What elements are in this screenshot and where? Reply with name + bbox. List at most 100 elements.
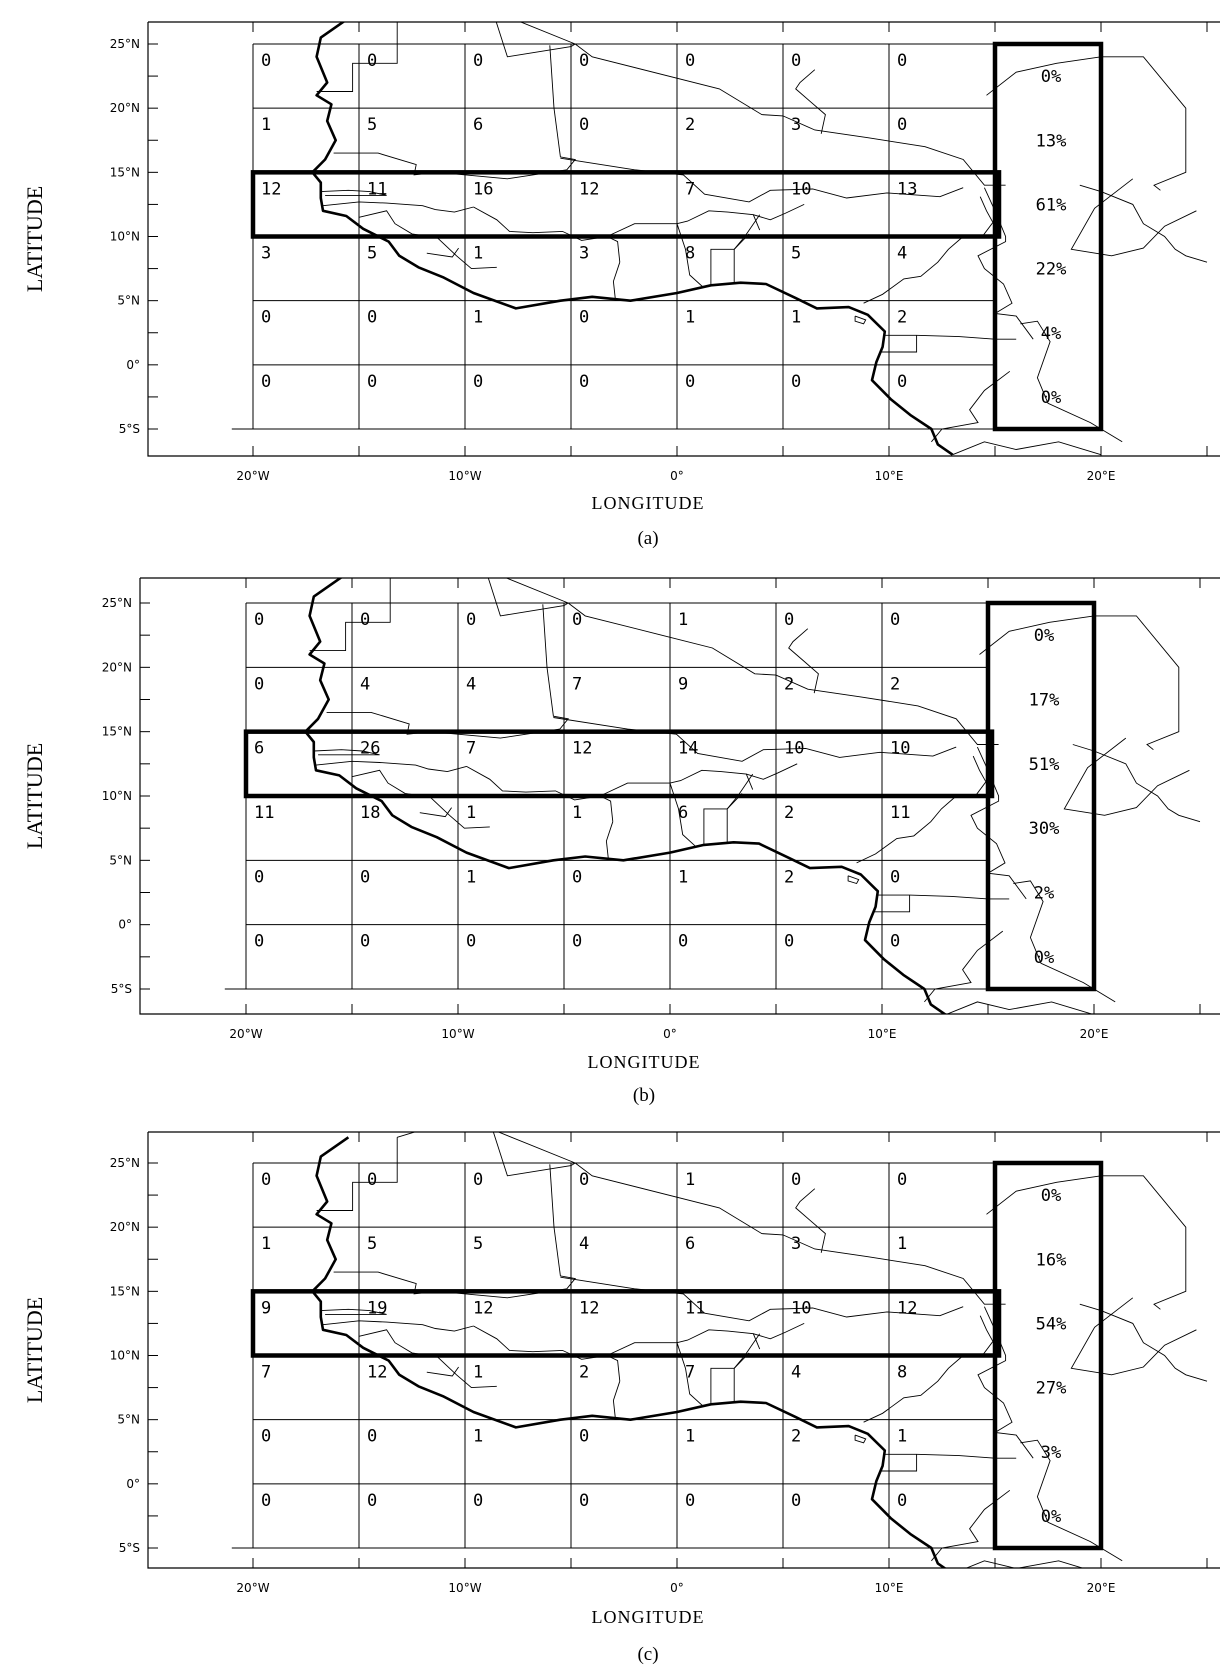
country-border [333,1271,567,1299]
grid-cell-count: 0 [897,51,907,71]
grid-cell-count: 9 [678,674,688,694]
country-border [599,769,754,797]
grid-cell-count: 0 [890,610,900,630]
country-border [753,203,805,221]
country-border [466,766,614,822]
lon-tick-label: 10°E [875,469,904,483]
country-border [1070,178,1197,257]
row-percent: 0% [1034,626,1054,646]
lat-tick-label: 10°N [110,230,140,244]
grid-cell-count: 0 [261,308,271,328]
geography [311,22,1208,456]
row-percent: 4% [1041,324,1061,344]
panel-caption: (c) [637,1644,658,1665]
country-border [1020,1439,1123,1562]
grid-cell-count: 2 [685,115,695,135]
country-border [612,1381,621,1420]
country-border [505,578,569,604]
grid-cell-count: 12 [579,179,599,199]
country-border [487,578,569,617]
grid-cell-count: 0 [897,1170,907,1190]
country-border [733,1352,750,1402]
grid-cell-count: 0 [890,867,900,887]
country-border [419,807,452,818]
country-border [880,1454,918,1472]
grid-cell-count: 0 [791,1170,801,1190]
country-border [309,578,391,652]
grid-cell-count: 6 [678,803,688,823]
country-border [788,628,819,694]
highlight-band-10n-15n [250,1289,1002,1358]
row-percent: 27% [1036,1379,1067,1399]
grid-cell-count: 0 [261,1491,271,1511]
island [854,315,867,325]
grid-cell-count: 0 [360,932,370,952]
country-border [549,45,577,171]
country-border [1072,744,1201,823]
country-border [884,334,1017,340]
lat-tick-label: 15°N [110,1284,140,1298]
country-border [1063,737,1190,816]
country-border [1070,1297,1197,1376]
country-border [703,773,754,845]
country-border [605,821,614,861]
country-border [322,201,474,213]
lon-tick-label: 0° [670,1581,684,1595]
lat-tick-label: 20°N [110,1220,140,1234]
grid-cell-count: 0 [791,1491,801,1511]
country-border [931,370,1011,443]
lon-tick-label: 0° [663,1027,677,1041]
lat-tick-label: 20°N [102,660,132,674]
country-border [1013,880,1116,1003]
grid-cell-count: 1 [897,1427,907,1447]
grid-cell-count: 1 [466,867,476,887]
grid-cell-count: 0 [254,932,264,952]
grid-cell-count: 5 [791,244,801,264]
country-border [316,22,398,92]
country-border [863,1315,994,1423]
grid-cell-count: 4 [466,674,476,694]
grid-cell-count: 0 [685,372,695,392]
row-percent: 3% [1041,1443,1061,1463]
lat-tick-label: 0° [126,358,140,372]
grid-cell-count: 2 [784,867,794,887]
grid-cell-count: 12 [261,179,281,199]
grid-cell-count: 0 [254,674,264,694]
country-border [952,441,1102,456]
country-border [965,1560,1084,1568]
grid-cell-count: 0 [897,1491,907,1511]
country-border [549,1164,577,1290]
grid-cell-count: 0 [367,1170,377,1190]
grid-cell-count: 0 [360,610,370,630]
grid-cell-count: 6 [685,1234,695,1254]
grid-cell-count: 4 [897,244,907,264]
grid-cell-count: 11 [685,1298,705,1318]
country-border [322,1320,474,1332]
grid-cell-count: 16 [473,179,493,199]
grid-cell-count: 0 [360,867,370,887]
grid-cell-count: 0 [367,51,377,71]
country-border [873,895,911,913]
row-percent: 0% [1041,1507,1061,1527]
y-axis-title: LATITUDE [22,186,47,292]
country-border [397,1132,576,1164]
grid-cell-count: 0 [367,372,377,392]
grid-cell-count: 2 [784,674,794,694]
lon-tick-label: 10°W [441,1027,474,1041]
country-border [1079,184,1208,263]
grid-cell-count: 0 [897,372,907,392]
lat-tick-label: 0° [118,918,132,932]
country-border [606,210,761,237]
grid-cell-count: 0 [473,51,483,71]
grid-cell-count: 0 [685,1491,695,1511]
grid-cell-count: 0 [784,932,794,952]
lat-tick-label: 5°S [119,1541,140,1555]
grid-cell-count: 5 [367,1234,377,1254]
grid-cell-count: 9 [261,1298,271,1318]
country-border [795,1188,826,1253]
grid-cell-count: 4 [791,1363,801,1383]
lat-tick-label: 5°N [109,853,132,867]
row-percent: 16% [1036,1250,1067,1270]
country-border [877,894,1010,900]
